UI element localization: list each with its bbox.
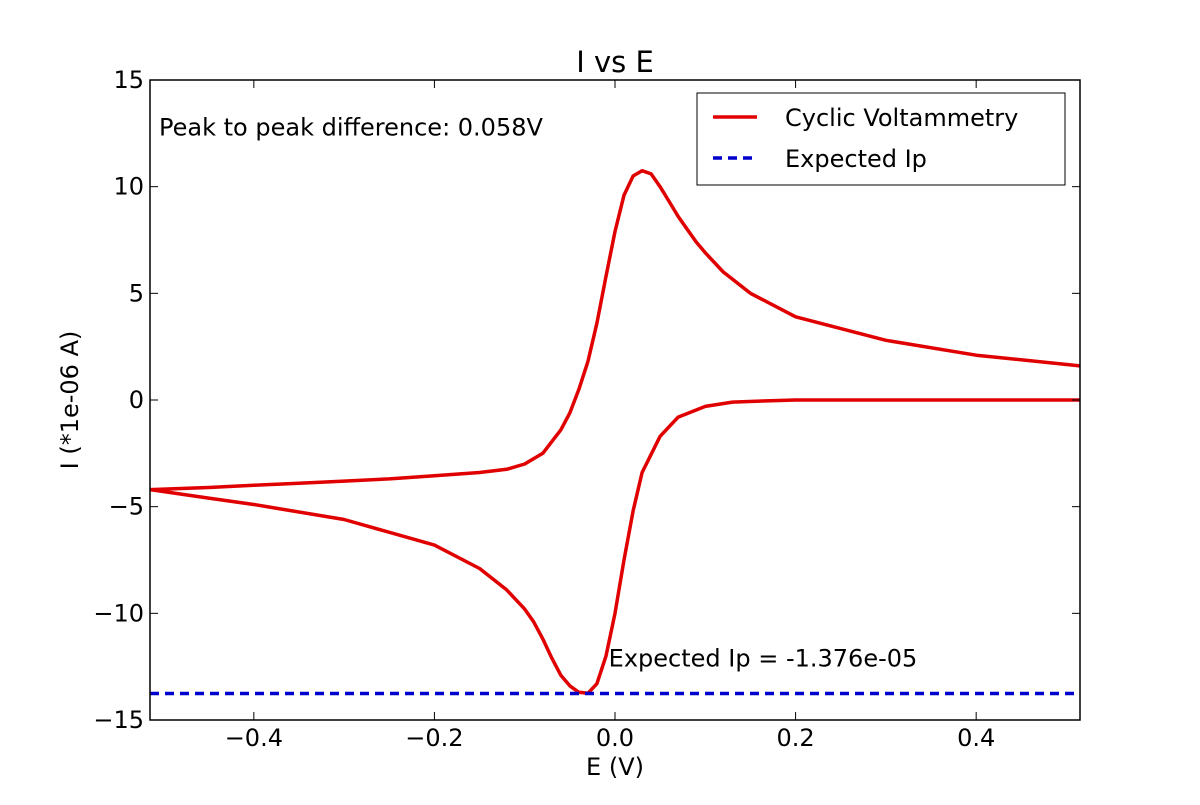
peak-difference-annotation: Peak to peak difference: 0.058V [159,113,543,141]
expected-ip-annotation: Expected Ip = -1.376e-05 [609,645,918,673]
ticks-layer: −0.4 −0.2 0.0 0.2 0.4 15 10 5 0 −5 −10 −15 [93,66,1080,752]
x-tick-label: 0.0 [596,724,634,752]
legend: Cyclic Voltammetry Expected Ip [696,92,1066,186]
chart-title: I vs E [576,45,654,79]
x-tick-label: 0.2 [776,724,814,752]
series-line-cyclic-voltammetry [150,168,1080,696]
x-tick-label: −0.2 [405,724,463,752]
legend-label-cyclic-voltammetry: Cyclic Voltammetry [785,104,1018,132]
y-tick-label: −15 [93,706,144,734]
y-tick-label: 5 [129,279,144,307]
legend-label-expected-ip: Expected Ip [785,145,927,173]
y-tick-label: −10 [93,599,144,627]
series-layer [150,168,1080,696]
x-tick-label: −0.4 [225,724,283,752]
legend-box [696,92,1066,186]
y-axis-label: I (*1e-06 A) [56,331,84,470]
y-tick-label: −5 [109,493,144,521]
x-axis-label: E (V) [586,753,644,781]
x-tick-label: 0.4 [957,724,995,752]
y-tick-label: 10 [113,173,144,201]
y-tick-label: 15 [113,66,144,94]
y-tick-label: 0 [129,386,144,414]
